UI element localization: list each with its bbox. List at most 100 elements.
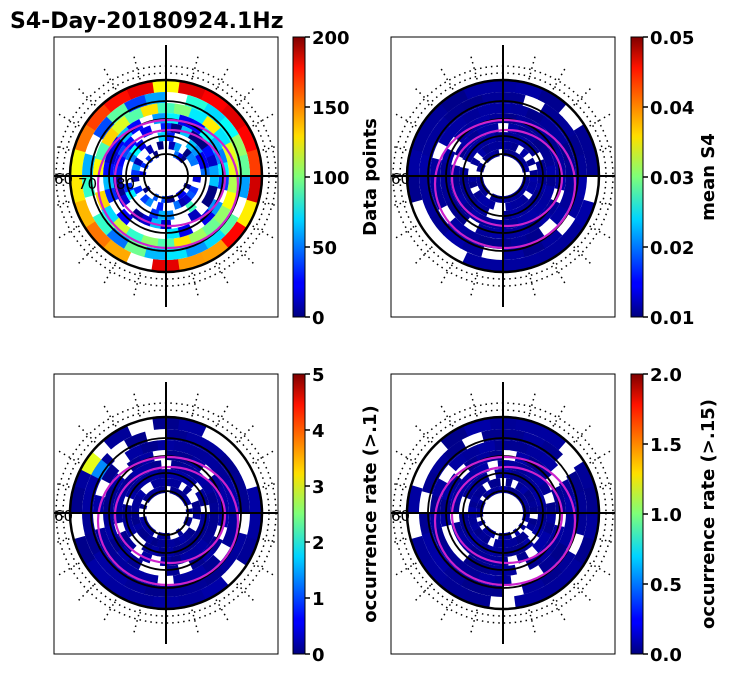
heatmap-cell [545, 513, 556, 525]
heatmap-cell [528, 500, 538, 509]
polar-tick-label: 60 [54, 507, 73, 525]
heatmap-cell [213, 127, 231, 148]
heatmap-cell [515, 481, 525, 492]
radial-tick [102, 404, 117, 427]
heatmap-cell [198, 209, 216, 226]
colorbar-label: mean S4 [698, 133, 719, 221]
heatmap-cell [524, 227, 545, 245]
heatmap-cell [111, 115, 131, 135]
radial-tick [215, 262, 230, 285]
heatmap-cell [217, 116, 240, 141]
heatmap-cell [168, 539, 176, 548]
magenta-contour-outer [433, 455, 577, 587]
radial-tick [439, 262, 454, 285]
heatmap-cell [229, 471, 248, 495]
radial-tick [262, 145, 278, 151]
polar-tick-label: 70 [78, 175, 97, 193]
heatmap-cell [526, 157, 536, 167]
heatmap-cell [227, 176, 239, 195]
heatmap-cell [178, 80, 208, 100]
heatmap-cell [515, 417, 545, 437]
heatmap-cell [150, 479, 159, 489]
heatmap-cell [477, 440, 496, 455]
heatmap-cell [123, 136, 137, 151]
heatmap-cell [201, 193, 215, 208]
heatmap-cell [532, 538, 546, 553]
heatmap-cell [83, 220, 111, 250]
heatmap-cell [124, 589, 154, 609]
radial-tick [439, 599, 454, 622]
heatmap-cell [523, 489, 533, 499]
heatmap-cell [443, 227, 467, 249]
heatmap-cell [518, 158, 527, 167]
heatmap-cell [189, 157, 199, 167]
radial-tick [132, 392, 141, 417]
heatmap-cell [183, 519, 192, 527]
heatmap-cell [557, 558, 585, 587]
heatmap-cell [110, 217, 131, 237]
heatmap-cell [199, 126, 216, 144]
colorbar-tick-label: 5 [312, 365, 325, 386]
heatmap-cell [130, 175, 140, 183]
heatmap-cell [438, 575, 469, 602]
heatmap-cell [172, 150, 180, 159]
heatmap-cell [477, 162, 486, 170]
heatmap-cell [448, 115, 468, 135]
heatmap-cell [201, 452, 222, 472]
heatmap-cell [513, 489, 521, 498]
radial-tick [102, 599, 117, 622]
heatmap-cell [156, 201, 164, 211]
radial-tick [252, 562, 275, 577]
heatmap-cell [537, 424, 568, 451]
heatmap-cell [460, 575, 485, 595]
heatmap-cell [186, 152, 196, 162]
radial-tick [589, 449, 612, 464]
radial-tick [215, 67, 230, 90]
heatmap-cell [573, 199, 597, 230]
heatmap-cell [208, 176, 219, 188]
heatmap-cell [117, 530, 131, 545]
radial-tick [573, 424, 592, 443]
heatmap-cell [130, 512, 140, 520]
heatmap-cell [124, 94, 148, 113]
heatmap-cell [573, 123, 597, 154]
heatmap-cell [487, 200, 496, 210]
heatmap-cell [558, 528, 574, 548]
heatmap-cell [505, 539, 513, 548]
heatmap-cell [438, 541, 456, 562]
heatmap-cell [493, 538, 501, 548]
heatmap-cell [459, 201, 474, 216]
heatmap-cell [72, 198, 96, 229]
radial-tick [414, 87, 433, 106]
heatmap-cell [182, 485, 193, 495]
magenta-contour-inner [450, 128, 564, 228]
colorbar-tick-label: 100 [312, 168, 350, 189]
heatmap-cell [525, 107, 546, 125]
heatmap-cell [188, 185, 199, 195]
heatmap-cell [145, 492, 154, 501]
heatmap-cell [538, 481, 552, 496]
heatmap-cell [482, 492, 491, 501]
heatmap-cell [213, 464, 231, 485]
heatmap-cell [528, 181, 538, 189]
polar-tick-label: 80 [116, 175, 135, 193]
heatmap-cell [195, 136, 210, 151]
heatmap-cell [461, 252, 491, 272]
heatmap-cell [473, 527, 483, 537]
heatmap-cell [515, 155, 524, 164]
colorbar-tick-label: 0.04 [650, 98, 694, 119]
heatmap-cell [487, 479, 496, 489]
colorbar [292, 36, 306, 318]
heatmap-cell [543, 522, 555, 535]
heatmap-cell [482, 525, 491, 534]
heatmap-cell [489, 193, 497, 202]
radial-tick [469, 609, 478, 634]
magenta-contour-inner [113, 128, 227, 228]
heatmap-cell [525, 444, 546, 462]
heatmap-cell [461, 444, 482, 462]
heatmap-cell [184, 576, 208, 595]
heatmap-cell [106, 102, 131, 125]
heatmap-cell [101, 575, 132, 602]
heatmap-cell [529, 169, 539, 177]
radial-tick [77, 246, 96, 265]
